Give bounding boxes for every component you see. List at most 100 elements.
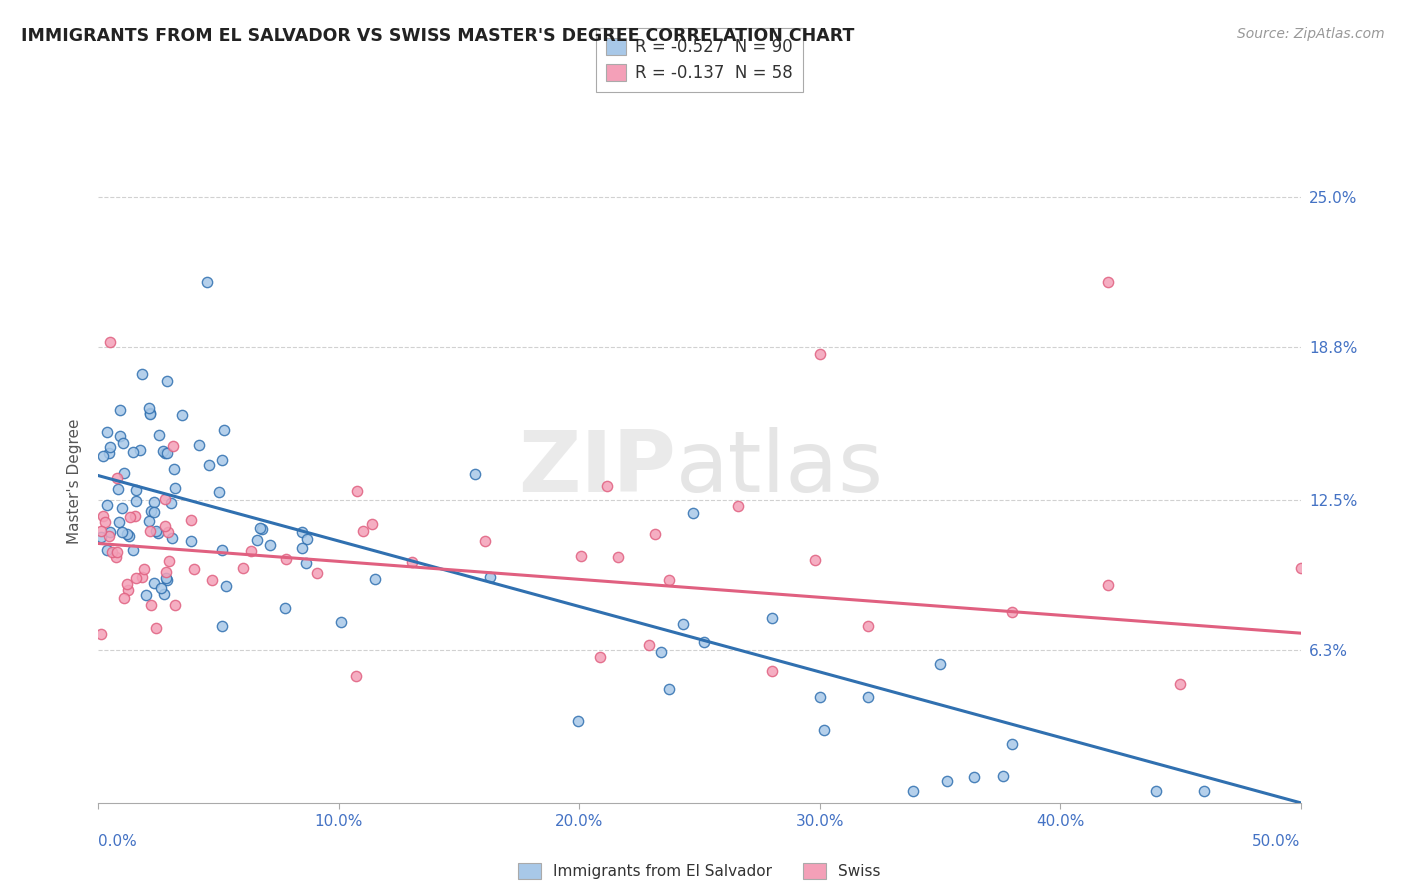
- Point: [291, 541, 314, 556]
- Text: Source: ZipAtlas.com: Source: ZipAtlas.com: [1237, 27, 1385, 41]
- Point: [401, 556, 423, 570]
- Point: [1097, 578, 1119, 592]
- Point: [111, 500, 134, 515]
- Point: [155, 570, 177, 584]
- Point: [813, 723, 835, 737]
- Point: [162, 532, 184, 546]
- Point: [138, 514, 160, 528]
- Point: [163, 481, 186, 495]
- Point: [211, 452, 233, 467]
- Point: [90, 530, 112, 544]
- Point: [672, 616, 695, 631]
- Point: [156, 524, 179, 539]
- Point: [214, 423, 236, 437]
- Point: [596, 479, 619, 493]
- Point: [856, 619, 879, 633]
- Point: [858, 690, 880, 704]
- Point: [142, 495, 165, 509]
- Point: [589, 649, 612, 664]
- Point: [352, 524, 374, 539]
- Point: [928, 657, 950, 671]
- Point: [650, 645, 672, 659]
- Point: [479, 570, 502, 584]
- Point: [141, 504, 163, 518]
- Point: [991, 769, 1014, 783]
- Point: [761, 664, 783, 678]
- Point: [138, 401, 160, 416]
- Point: [98, 524, 121, 539]
- Point: [97, 529, 120, 543]
- Point: [148, 526, 170, 541]
- Point: [153, 446, 176, 460]
- Point: [152, 444, 174, 458]
- Point: [1001, 605, 1024, 619]
- Point: [124, 508, 146, 523]
- Point: [153, 519, 176, 533]
- Point: [132, 561, 155, 575]
- Point: [249, 521, 271, 535]
- Point: [131, 570, 153, 584]
- Point: [107, 482, 129, 496]
- Point: [96, 498, 118, 512]
- Point: [135, 588, 157, 602]
- Point: [105, 550, 128, 565]
- Point: [291, 524, 314, 539]
- Point: [129, 443, 152, 458]
- Point: [105, 545, 128, 559]
- Point: [183, 562, 205, 576]
- Point: [139, 406, 162, 420]
- Point: [139, 407, 162, 421]
- Point: [569, 549, 592, 563]
- Point: [117, 582, 139, 597]
- Point: [252, 522, 274, 536]
- Point: [195, 275, 218, 289]
- Point: [156, 374, 179, 388]
- Point: [474, 534, 496, 549]
- Point: [157, 554, 180, 568]
- Point: [804, 553, 827, 567]
- Point: [1170, 676, 1192, 690]
- Point: [1144, 783, 1167, 797]
- Point: [155, 491, 177, 506]
- Point: [1289, 561, 1312, 575]
- Point: [111, 436, 134, 450]
- Point: [200, 574, 222, 588]
- Point: [638, 638, 661, 652]
- Point: [330, 615, 353, 630]
- Point: [211, 619, 233, 633]
- Point: [139, 599, 162, 613]
- Point: [162, 439, 184, 453]
- Point: [97, 446, 120, 460]
- Point: [145, 524, 167, 538]
- Point: [111, 524, 134, 539]
- Point: [364, 572, 387, 586]
- Point: [94, 515, 117, 529]
- Point: [808, 347, 831, 361]
- Point: [90, 627, 112, 641]
- Point: [98, 440, 121, 454]
- Point: [117, 529, 139, 543]
- Point: [150, 581, 173, 595]
- Y-axis label: Master's Degree: Master's Degree: [67, 419, 83, 544]
- Point: [101, 545, 124, 559]
- Point: [148, 428, 170, 442]
- Point: [96, 425, 118, 439]
- Point: [344, 669, 367, 683]
- Point: [644, 526, 666, 541]
- Point: [122, 445, 145, 459]
- Legend: Immigrants from El Salvador, Swiss: Immigrants from El Salvador, Swiss: [512, 857, 887, 885]
- Point: [115, 526, 138, 541]
- Text: atlas: atlas: [675, 427, 883, 510]
- Point: [160, 496, 183, 510]
- Point: [91, 449, 114, 463]
- Point: [105, 470, 128, 484]
- Point: [963, 770, 986, 784]
- Point: [294, 556, 316, 570]
- Point: [121, 543, 143, 558]
- Point: [180, 513, 202, 527]
- Point: [682, 506, 704, 520]
- Point: [131, 368, 153, 382]
- Text: 0.0%: 0.0%: [98, 834, 138, 849]
- Point: [259, 538, 281, 552]
- Point: [361, 516, 384, 531]
